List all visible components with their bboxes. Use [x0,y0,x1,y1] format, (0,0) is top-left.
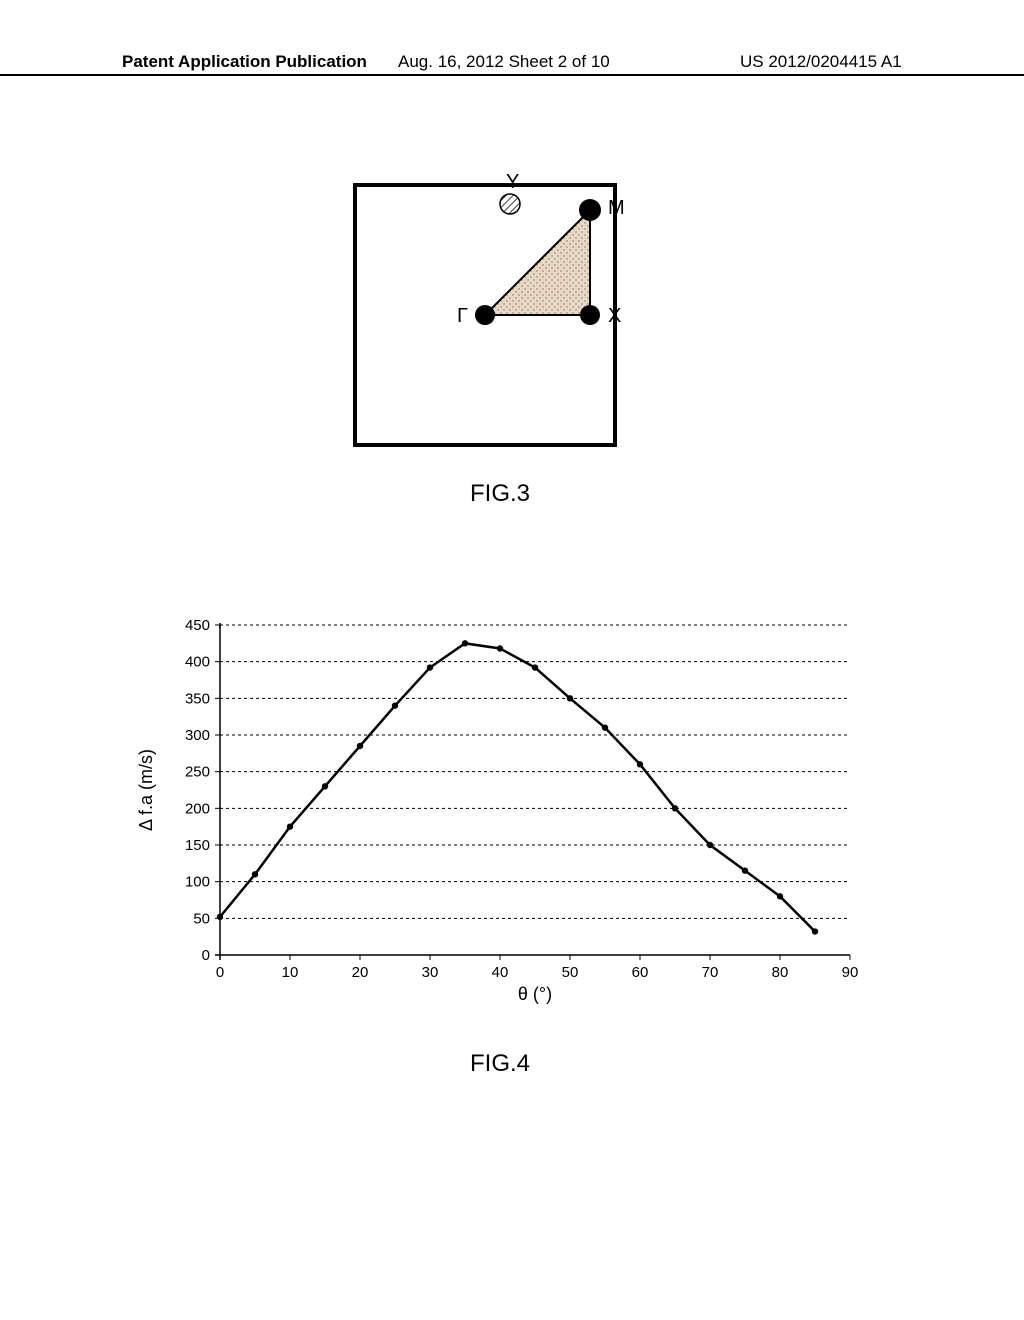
svg-text:0: 0 [216,964,224,981]
figure-3: Γ X M Y [340,170,640,460]
svg-text:Δ f.a (m/s): Δ f.a (m/s) [136,749,156,831]
svg-text:10: 10 [282,964,299,981]
svg-text:400: 400 [185,654,210,671]
svg-text:X: X [608,305,621,327]
svg-text:Y: Y [506,171,519,193]
page-header: Patent Application Publication Aug. 16, … [0,52,1024,76]
header-patent-number: US 2012/0204415 A1 [740,52,902,72]
svg-text:60: 60 [632,964,649,981]
figure-4-caption: FIG.4 [470,1050,530,1078]
svg-text:40: 40 [492,964,509,981]
svg-text:90: 90 [842,964,859,981]
svg-text:Γ: Γ [457,305,468,327]
figure-4-chart: 0 50 100 150 200 250 300 350 400 450 0 10 20 30 40 50 60… [130,610,890,1030]
svg-text:450: 450 [185,617,210,634]
svg-text:350: 350 [185,690,210,707]
svg-text:80: 80 [772,964,789,981]
figure-3-caption: FIG.3 [470,480,530,508]
svg-text:0: 0 [202,947,210,964]
svg-text:30: 30 [422,964,439,981]
svg-text:M: M [608,197,625,219]
header-date-sheet: Aug. 16, 2012 Sheet 2 of 10 [398,52,610,72]
svg-text:50: 50 [193,910,210,927]
svg-text:θ (°): θ (°) [518,984,552,1004]
svg-text:100: 100 [185,874,210,891]
svg-text:50: 50 [562,964,579,981]
svg-text:70: 70 [702,964,719,981]
figure-3-svg: Γ X M Y [340,170,640,460]
header-publication: Patent Application Publication [122,52,367,72]
svg-text:20: 20 [352,964,369,981]
svg-text:150: 150 [185,837,210,854]
svg-text:300: 300 [185,727,210,744]
svg-text:200: 200 [185,800,210,817]
svg-text:250: 250 [185,764,210,781]
figure-4: 0 50 100 150 200 250 300 350 400 450 0 10 20 30 40 50 60… [130,610,890,1030]
